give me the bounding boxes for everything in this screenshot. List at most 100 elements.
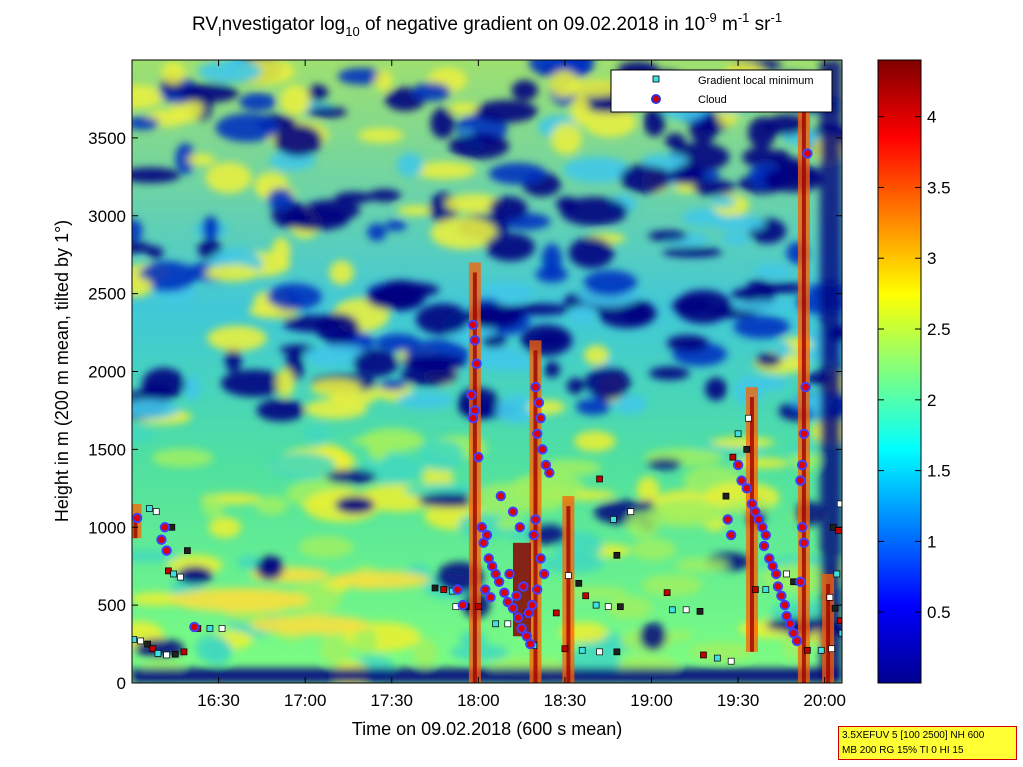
gradient-minimum-marker [504, 620, 512, 628]
cloud-marker [796, 459, 808, 471]
x-tick-label: 20:00 [803, 691, 846, 710]
x-axis-label: Time on 09.02.2018 (600 s mean) [352, 719, 623, 739]
x-tick-label: 19:00 [630, 691, 673, 710]
gradient-minimum-marker [722, 492, 730, 500]
cloud-marker [467, 413, 479, 424]
gradient-minimum-marker [752, 586, 759, 593]
gradient-minimum-marker [206, 625, 214, 632]
cloud-marker [795, 576, 806, 587]
gradient-minimum-marker [440, 586, 448, 593]
gradient-minimum-marker [831, 604, 839, 612]
colorbar-tick-label: 4 [927, 108, 936, 127]
cloud-marker [507, 603, 519, 614]
gradient-minimum-marker [575, 579, 583, 587]
cloud-marker [535, 413, 546, 424]
info-line-1: 3.5XEFUV 5 [100 2500] NH 600 [842, 730, 985, 741]
gradient-minimum-marker [682, 606, 690, 614]
gradient-minimum-marker [154, 650, 162, 657]
colorbar-tick-label: 1.5 [927, 462, 951, 481]
gradient-minimum-marker [668, 606, 676, 614]
y-tick-label: 1500 [88, 440, 126, 459]
x-tick-label: 17:30 [370, 691, 413, 710]
cloud-marker [467, 319, 479, 330]
cloud-marker [732, 459, 744, 471]
cloud-marker [722, 514, 733, 525]
cloud-marker [471, 358, 482, 369]
cloud-marker [478, 537, 489, 549]
cloud-marker [469, 335, 481, 346]
gradient-minimum-marker [613, 551, 621, 559]
y-axis-label: Height in m (200 m mean, tilted by 1°) [52, 220, 72, 522]
y-tick-label: 0 [117, 674, 126, 693]
cloud-marker [480, 584, 491, 595]
cloud-marker [530, 514, 541, 525]
cloud-marker [507, 506, 519, 517]
colorbar-tick-label: 0.5 [927, 603, 951, 622]
cloud-marker [161, 545, 172, 556]
gradient-minimum-marker [783, 570, 790, 578]
gradient-minimum-marker [734, 430, 742, 438]
cloud-marker [802, 148, 813, 159]
cloud-marker [760, 529, 772, 541]
info-line-2: MB 200 RG 15% TI 0 HI 15 [842, 745, 964, 756]
cloud-marker [530, 381, 541, 393]
cloud-marker [466, 389, 477, 401]
gradient-minimum-marker [177, 573, 184, 581]
gradient-minimum-marker [144, 640, 151, 648]
cloud-marker [535, 553, 546, 564]
gradient-minimum-marker [663, 589, 671, 597]
gradient-minimum-marker [492, 620, 500, 628]
cloud-marker [516, 623, 527, 634]
legend-cloud-label: Cloud [698, 94, 727, 106]
colorbar-tick-label: 3.5 [927, 178, 951, 197]
cloud-marker [473, 451, 484, 463]
cloud-marker [511, 590, 522, 601]
cloud-marker [156, 534, 167, 545]
cloud-marker [776, 590, 787, 601]
cloud-marker [798, 537, 810, 549]
gradient-minimum-marker [474, 603, 482, 611]
cloud-marker [772, 581, 784, 592]
x-axis: 16:30 17:00 17:30 18:00 18:30 19:00 19:30 20:00 [197, 60, 846, 710]
y-tick-label: 2500 [88, 285, 126, 304]
gradient-minimum-marker [184, 547, 191, 554]
gradient-minimum-marker [145, 505, 153, 512]
gradient-minimum-marker [137, 637, 145, 645]
gradient-minimum-marker [817, 646, 825, 654]
gradient-minimum-marker [565, 572, 572, 579]
gradient-minimum-marker [218, 625, 226, 632]
y-tick-label: 500 [98, 596, 126, 615]
gradient-minimum-marker [826, 593, 834, 601]
y-tick-label: 3000 [88, 207, 126, 226]
gradient-minimum-marker [727, 657, 735, 665]
gradient-minimum-marker [596, 475, 603, 483]
cloud-marker [538, 568, 550, 580]
legend: Gradient local minimum Cloud [610, 69, 833, 113]
colorbar-tick-label: 1 [927, 532, 936, 551]
gradient-minimum-marker [613, 648, 621, 656]
gradient-minimum-marker [578, 646, 586, 654]
cloud-marker [779, 599, 791, 611]
gradient-minimum-marker [431, 584, 439, 592]
gradient-minimum-marker [582, 592, 590, 600]
gradient-minimum-marker [163, 651, 170, 659]
x-tick-label: 18:00 [457, 691, 500, 710]
y-tick-label: 3500 [88, 129, 126, 148]
cloud-marker [533, 397, 545, 408]
heatmap [132, 60, 842, 683]
gradient-minimum-marker [180, 648, 188, 656]
cloud-marker [791, 635, 803, 647]
gradient-minimum-marker [833, 570, 841, 578]
cloud-marker [532, 584, 543, 595]
colorbar-tick-label: 3 [927, 249, 936, 268]
cloud-marker [159, 522, 171, 533]
cloud-marker [770, 568, 782, 580]
y-tick-label: 1000 [88, 518, 126, 537]
y-tick-label: 2000 [88, 363, 126, 382]
gradient-minimum-marker [592, 601, 600, 609]
cloud-marker [758, 540, 770, 552]
gradient-minimum-marker [743, 446, 751, 453]
gradient-minimum-marker [170, 570, 177, 578]
x-tick-label: 19:30 [717, 691, 760, 710]
gradient-minimum-marker [596, 648, 603, 656]
